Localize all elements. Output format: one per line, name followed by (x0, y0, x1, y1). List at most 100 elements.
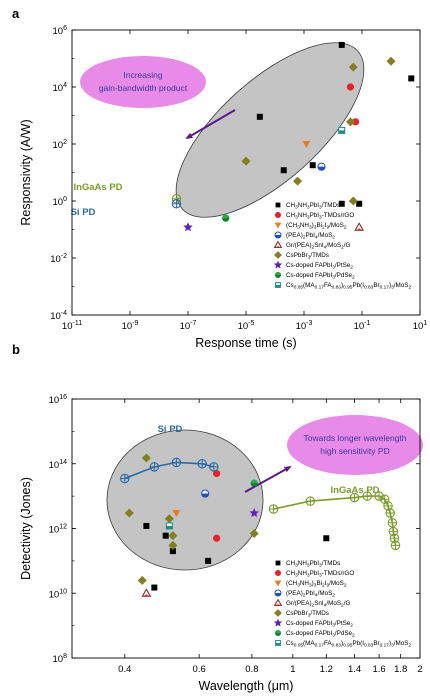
y-axis: 108 1010 1012 1014 1016 (49, 394, 420, 665)
legend-entry: CH3NH3PbI3-TMDs/rGO (286, 570, 354, 579)
data-point (120, 473, 130, 484)
annotation-line: Towards longer wavelength (303, 433, 406, 443)
y-axis-label: Responsivity (A/W) (19, 119, 33, 225)
series-10 (171, 199, 182, 209)
legend-entry: (CH3NH3)3Bi2I9/MoS2 (286, 222, 347, 231)
annotation-bubble (80, 56, 206, 108)
legend-entry: Cs0.05(MA0.17FA0.83)0.95Pb(I0.83Br0.17)3… (286, 640, 411, 649)
series-8 (165, 522, 173, 530)
data-point (356, 200, 363, 207)
x-tick-label: 10-9 (122, 320, 139, 332)
data-point (387, 518, 398, 528)
data-point (351, 118, 360, 126)
reference-label: Si PD (71, 207, 96, 218)
legend-marker (274, 589, 282, 597)
reference-label: Si PD (158, 424, 183, 435)
y-tick-label: 106 (53, 25, 68, 37)
data-point (183, 222, 193, 232)
series-1 (346, 83, 360, 126)
legend-entry: (CH3NH3)3Bi2I9/MoS2 (286, 580, 347, 589)
data-point (338, 126, 346, 134)
reference-label: InGaAs PD (73, 182, 122, 193)
annotation-arrow (186, 109, 236, 139)
data-point (249, 508, 259, 518)
panel-b: b Towards longer wavelength high sensitivi… (12, 342, 423, 693)
x-tick-label: 10-5 (238, 320, 255, 332)
legend-marker (275, 570, 281, 576)
panel-a: a Increasing gain-bandwidth product InGaAs … (12, 6, 427, 350)
series-7 (222, 214, 230, 222)
data-point (165, 522, 173, 530)
series-0 (143, 522, 330, 591)
x-tick-label: 0.6 (193, 664, 206, 675)
data-point (293, 176, 303, 186)
data-point (201, 489, 210, 498)
legend-marker (274, 609, 282, 617)
x-tick-label: 10-7 (180, 320, 197, 332)
series-2 (302, 141, 311, 148)
y-tick-label: 10-4 (50, 310, 67, 322)
legend-marker (275, 630, 281, 636)
x-tick-label: 0.8 (245, 664, 258, 675)
data-point (124, 508, 134, 518)
legend-marker (273, 618, 283, 627)
data-point (141, 588, 152, 597)
data-point (345, 117, 355, 127)
data-point (141, 453, 151, 463)
series-1 (213, 469, 221, 542)
legend: CH3NH3PbI3/TMDsCH3NH3PbI3-TMDs/rGO(CH3NH… (273, 560, 411, 649)
legend-entry: Gr/(PEA)2SnI4/MoS2/G (286, 600, 350, 609)
x-tick-label: 1.6 (372, 664, 385, 675)
legend-entry: Cs-doped FAPbI3/PtSe2 (286, 262, 353, 271)
data-point (151, 584, 158, 591)
data-point (209, 462, 219, 472)
data-point (256, 113, 263, 120)
series-9 (120, 457, 219, 484)
legend-entry: (PEA)2PbI4/MoS2 (286, 590, 335, 599)
legend-entry: Cs0.05(MA0.17FA0.83)0.95Pb(I0.83Br0.17)3… (286, 282, 411, 291)
series-5 (241, 56, 396, 206)
x-axis-label: Wavelength (μm) (199, 679, 294, 693)
series-7 (250, 479, 258, 487)
data-point (268, 504, 279, 514)
y-tick-label: 1010 (49, 588, 67, 600)
figure: a Increasing gain-bandwidth product InGaAs … (12, 6, 427, 693)
legend-marker (274, 231, 282, 239)
y-tick-label: 104 (53, 82, 68, 94)
data-point (302, 141, 311, 148)
trend-ellipse (175, 42, 365, 218)
y-tick-label: 1012 (49, 524, 67, 536)
legend-marker (274, 251, 282, 259)
legend-marker (275, 202, 281, 208)
legend: CH3NH3PbI3/TMDsCH3NH3PbI3-TMDs/rGO(CH3NH… (273, 202, 411, 291)
data-point (205, 557, 212, 564)
annotation-bubble (287, 415, 423, 475)
series-4 (354, 222, 365, 231)
legend-entry: Cs-doped FAPbI3/PtSe2 (286, 620, 353, 629)
data-point (143, 522, 150, 529)
data-point (385, 508, 395, 518)
data-point (354, 222, 365, 231)
data-point (162, 532, 169, 539)
data-point (249, 529, 259, 539)
legend-marker (275, 560, 281, 566)
data-point (213, 469, 221, 478)
data-point (348, 196, 358, 206)
legend-entry: CH3NH3PbI3/TMDs (286, 202, 340, 211)
data-point (171, 457, 182, 468)
x-axis-label: Response time (s) (195, 336, 296, 350)
series-3 (317, 162, 326, 171)
y-tick-label: 102 (53, 139, 68, 151)
x-tick-label: 1.2 (320, 664, 333, 675)
data-point (338, 41, 345, 48)
legend-marker (274, 222, 282, 229)
y-axis-label: Detectivity (Jones) (19, 477, 33, 580)
x-tick-label: 10-3 (296, 320, 313, 332)
data-point (309, 162, 316, 169)
data-point (137, 575, 147, 585)
arrow-head (284, 466, 292, 473)
series-10 (268, 491, 401, 551)
data-point (383, 501, 393, 511)
legend-entry: CsPbBr3/TMDs (286, 610, 329, 619)
